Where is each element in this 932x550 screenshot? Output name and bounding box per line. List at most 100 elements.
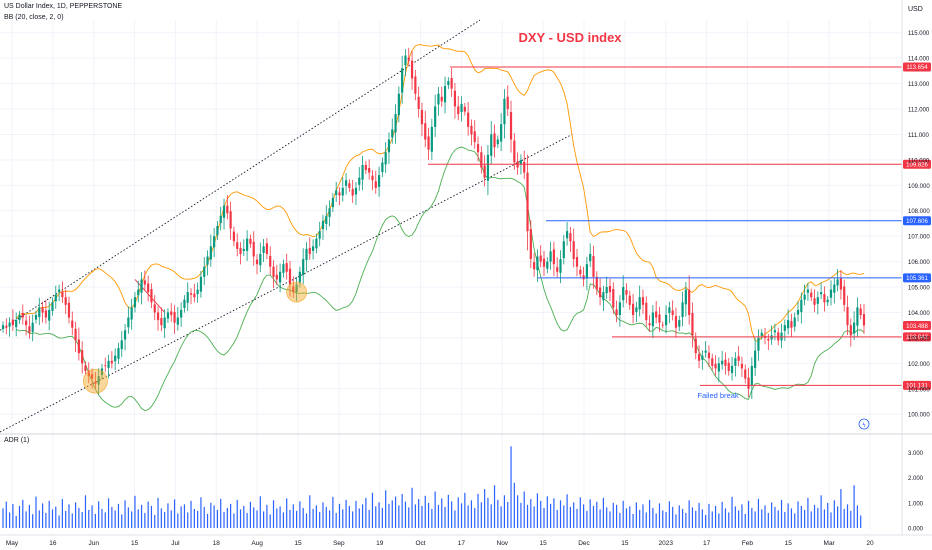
- candle-body: [302, 259, 305, 275]
- candle-body: [394, 114, 397, 133]
- candle: [671, 300, 674, 321]
- candle-body: [325, 215, 328, 224]
- y-tick-label: 107.000: [908, 235, 930, 241]
- candle-body: [496, 139, 499, 145]
- candle: [262, 238, 265, 262]
- candle-body: [678, 320, 681, 327]
- candle-body: [754, 350, 757, 368]
- candle-body: [810, 292, 813, 298]
- candle: [123, 323, 127, 351]
- info-icon[interactable]: ϟ: [858, 418, 870, 430]
- candle-body: [199, 276, 203, 292]
- candle-body: [232, 231, 236, 242]
- candle: [311, 239, 315, 260]
- candle-body: [143, 280, 146, 285]
- candle-body: [11, 319, 14, 326]
- candle-body: [592, 256, 595, 277]
- symbol-legend[interactable]: US Dollar Index, 1D, PEPPERSTONE: [4, 3, 123, 10]
- candle: [219, 206, 222, 231]
- x-tick-label: Sep: [333, 540, 345, 547]
- candle: [104, 357, 107, 373]
- candle: [546, 257, 549, 274]
- candle-body: [48, 309, 51, 321]
- candle-body: [862, 313, 866, 326]
- candle-body: [572, 241, 575, 260]
- candle: [536, 249, 539, 283]
- candle-body: [38, 307, 41, 318]
- indicator-legend[interactable]: BB (20, close, 2, 0): [4, 14, 64, 21]
- candle: [724, 352, 727, 375]
- candle: [552, 241, 556, 277]
- candle-body: [691, 312, 694, 336]
- y-tick-label: 109.000: [908, 184, 930, 190]
- candle: [110, 351, 113, 369]
- candle-body: [608, 286, 612, 293]
- price-level-label: 103.488: [906, 324, 928, 330]
- candle: [288, 260, 292, 297]
- candle: [651, 305, 654, 339]
- y-tick-label: 113.000: [908, 82, 930, 88]
- candle: [704, 341, 707, 358]
- candle-body: [773, 330, 777, 333]
- candle-body: [460, 103, 463, 113]
- y-tick-label: 112.000: [908, 108, 930, 114]
- candle-body: [377, 175, 381, 187]
- x-tick-label: 18: [213, 540, 221, 547]
- candle: [480, 146, 483, 174]
- candle: [770, 325, 773, 345]
- candle: [41, 301, 44, 323]
- candle: [572, 228, 575, 268]
- candle: [364, 160, 367, 175]
- candle: [133, 292, 137, 313]
- candle: [344, 172, 348, 195]
- candle: [213, 227, 216, 258]
- candle: [232, 226, 236, 247]
- highlight-circles: [83, 281, 307, 394]
- candle: [833, 278, 836, 304]
- candle: [463, 103, 466, 116]
- price-level-label: 109.826: [906, 163, 928, 169]
- candle: [622, 275, 625, 308]
- candle-body: [272, 266, 275, 277]
- candle-body: [813, 298, 816, 305]
- candle: [645, 296, 648, 327]
- candle: [569, 226, 572, 253]
- candle: [486, 145, 490, 196]
- candle: [335, 181, 338, 202]
- x-tick-label: May: [6, 540, 19, 547]
- candle: [655, 301, 658, 324]
- candle-body: [552, 249, 556, 265]
- candle-body: [84, 365, 87, 371]
- candle-body: [800, 299, 803, 312]
- candle: [820, 282, 823, 300]
- candle: [163, 309, 166, 339]
- candle: [754, 338, 757, 376]
- candle-body: [648, 323, 651, 326]
- x-tick-label: Nov: [497, 540, 509, 547]
- bb-lower-band: [15, 146, 865, 412]
- candle: [189, 288, 193, 305]
- candle: [203, 257, 206, 286]
- candle: [813, 289, 816, 313]
- candle: [859, 304, 862, 320]
- candle-body: [361, 164, 364, 180]
- candle: [549, 241, 552, 270]
- candle-body: [153, 304, 156, 313]
- candle: [275, 264, 278, 285]
- candle: [354, 181, 358, 205]
- candle-body: [493, 133, 496, 148]
- candle: [631, 293, 635, 324]
- candle-body: [397, 93, 400, 116]
- candle: [34, 311, 38, 324]
- candle-body: [226, 205, 229, 214]
- candle: [843, 279, 846, 312]
- candle-body: [61, 291, 64, 298]
- candle-body: [443, 86, 447, 103]
- candle: [787, 309, 790, 335]
- candle: [796, 301, 800, 322]
- candle: [763, 327, 767, 345]
- failed-break-annotation: Failed break: [697, 391, 739, 400]
- y-tick-label: 102.000: [908, 362, 930, 368]
